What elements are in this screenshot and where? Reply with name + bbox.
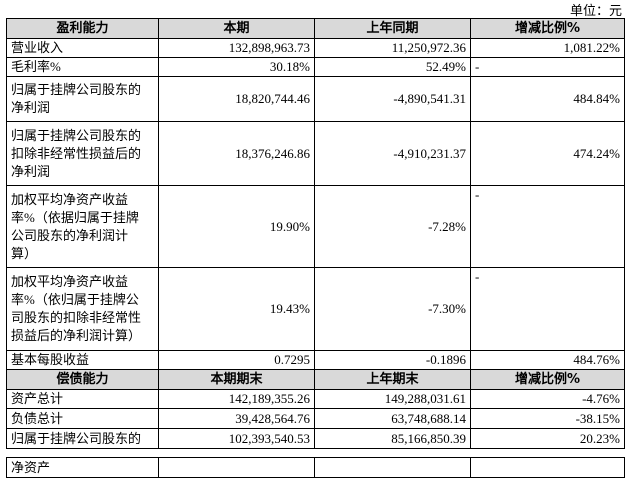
value-cell: -7.30% bbox=[314, 267, 471, 351]
value-cell: 52.49% bbox=[314, 57, 471, 77]
gap-cell bbox=[6, 448, 159, 458]
data-row: 营业收入 132,898,963.73 11,250,972.36 1,081.22% bbox=[6, 38, 625, 58]
label-cell: 营业收入 bbox=[6, 38, 159, 58]
value-cell: 484.84% bbox=[470, 76, 625, 122]
label-line: 归属于挂牌公司股东的 bbox=[11, 127, 142, 143]
label-cell: 毛利率% bbox=[6, 57, 159, 77]
label-line: 净资产 bbox=[11, 459, 51, 475]
unit-label: 单位：元 bbox=[569, 3, 622, 18]
gap-cell bbox=[158, 448, 315, 458]
value-cell: 11,250,972.36 bbox=[314, 38, 471, 58]
header-cell: 本期 bbox=[158, 18, 315, 39]
value-cell: 132,898,963.73 bbox=[158, 38, 315, 58]
value-cell: 18,376,246.86 bbox=[158, 121, 315, 186]
value-cell: 484.76% bbox=[470, 350, 625, 370]
label-line: 归属于挂牌公司股东的 bbox=[11, 430, 142, 446]
data-row: 净资产 bbox=[6, 457, 625, 478]
label-line: 营业收入 bbox=[11, 40, 64, 55]
label-line: 率%（依据归属于挂牌 bbox=[11, 209, 139, 225]
label-cell: 归属于挂牌公司股东的 净利润 bbox=[6, 76, 159, 122]
label-line: 净利润 bbox=[11, 100, 51, 115]
value-cell: 142,189,355.26 bbox=[158, 389, 315, 409]
value-cell bbox=[314, 457, 471, 478]
data-row: 毛利率% 30.18% 52.49% - bbox=[6, 57, 625, 77]
financial-table: 盈利能力 本期 上年同期 增减比例% 营业收入 132,898,963.73 11,250,… bbox=[6, 18, 625, 478]
value-cell: 149,288,031.61 bbox=[314, 389, 471, 409]
label-line: 率%（依归属于挂牌公 bbox=[11, 292, 139, 307]
label-line: 归属于挂牌公司股东的 bbox=[11, 82, 142, 97]
value-cell: - bbox=[470, 185, 625, 268]
value-cell: - bbox=[470, 267, 625, 351]
value-cell: 39,428,564.76 bbox=[158, 408, 315, 429]
table-wrap: 盈利能力 本期 上年同期 增减比例% 营业收入 132,898,963.73 11,250,… bbox=[6, 18, 625, 478]
header-row: 盈利能力 本期 上年同期 增减比例% bbox=[6, 18, 625, 39]
value-cell: 102,393,540.53 bbox=[158, 428, 315, 449]
data-row: 资产总计 142,189,355.26 149,288,031.61 -4.76% bbox=[6, 389, 625, 409]
label-line: 加权平均净资产收益 bbox=[11, 274, 129, 289]
value-cell: -38.15% bbox=[470, 408, 625, 429]
value-cell: 20.23% bbox=[470, 428, 625, 449]
value-cell: -4,890,541.31 bbox=[314, 76, 471, 122]
value-cell: 19.43% bbox=[158, 267, 315, 351]
gap-cell bbox=[314, 448, 471, 458]
label-cell: 负债总计 bbox=[6, 408, 159, 429]
header-row: 偿债能力 本期期末 上年期末 增减比例% bbox=[6, 369, 625, 390]
value-cell: 474.24% bbox=[470, 121, 625, 186]
label-line: 负债总计 bbox=[11, 410, 64, 426]
value-cell: - bbox=[470, 57, 625, 77]
label-cell: 归属于挂牌公司股东的 扣除非经常性损益后的 净利润 bbox=[6, 121, 159, 186]
header-cell: 增减比例% bbox=[470, 18, 625, 39]
label-cell: 资产总计 bbox=[6, 389, 159, 409]
gap-cell bbox=[470, 448, 625, 458]
data-row: 基本每股收益 0.7295 -0.1896 484.76% bbox=[6, 350, 625, 370]
page-gap bbox=[6, 448, 625, 458]
data-row: 归属于挂牌公司股东的 净利润 18,820,744.46 -4,890,541.31 4… bbox=[6, 76, 625, 122]
label-line: 公司股东的净利润计 bbox=[11, 227, 129, 243]
data-row: 归属于挂牌公司股东的 102,393,540.53 85,166,850.39 20.… bbox=[6, 428, 625, 449]
label-line: 损益后的净利润计算） bbox=[11, 328, 142, 343]
value-cell: 0.7295 bbox=[158, 350, 315, 370]
header-cell: 盈利能力 bbox=[6, 18, 159, 39]
value-cell: -7.28% bbox=[314, 185, 471, 268]
header-cell: 偿债能力 bbox=[6, 369, 159, 390]
value-cell: 30.18% bbox=[158, 57, 315, 77]
label-line: 扣除非经常性损益后的 bbox=[11, 145, 142, 161]
label-line: 加权平均净资产收益 bbox=[11, 191, 129, 207]
label-line: 司股东的扣除非经常性 bbox=[11, 310, 142, 325]
value-cell: 63,748,688.14 bbox=[314, 408, 471, 429]
label-cell: 归属于挂牌公司股东的 bbox=[6, 428, 159, 449]
value-cell bbox=[470, 457, 625, 478]
header-cell: 本期期末 bbox=[158, 369, 315, 390]
label-cell: 基本每股收益 bbox=[6, 350, 159, 370]
value-cell bbox=[158, 457, 315, 478]
header-cell: 上年同期 bbox=[314, 18, 471, 39]
label-line: 基本每股收益 bbox=[11, 352, 90, 367]
data-row: 加权平均净资产收益 率%（依归属于挂牌公 司股东的扣除非经常性 损益后的净利润计算） 1… bbox=[6, 267, 625, 351]
label-line: 净利润 bbox=[11, 163, 51, 179]
data-row: 负债总计 39,428,564.76 63,748,688.14 -38.15% bbox=[6, 408, 625, 429]
header-cell: 增减比例% bbox=[470, 369, 625, 390]
value-cell: 19.90% bbox=[158, 185, 315, 268]
value-cell: 18,820,744.46 bbox=[158, 76, 315, 122]
label-line: 资产总计 bbox=[11, 391, 64, 406]
value-cell: 85,166,850.39 bbox=[314, 428, 471, 449]
data-row: 归属于挂牌公司股东的 扣除非经常性损益后的 净利润 18,376,246.86 -4,9… bbox=[6, 121, 625, 186]
label-cell: 加权平均净资产收益 率%（依归属于挂牌公 司股东的扣除非经常性 损益后的净利润计算） bbox=[6, 267, 159, 351]
value-cell: -4,910,231.37 bbox=[314, 121, 471, 186]
header-cell: 上年期末 bbox=[314, 369, 471, 390]
data-row: 加权平均净资产收益 率%（依据归属于挂牌 公司股东的净利润计 算） 19.90% -7.2… bbox=[6, 185, 625, 268]
value-cell: 1,081.22% bbox=[470, 38, 625, 58]
value-cell: -0.1896 bbox=[314, 350, 471, 370]
label-cell: 加权平均净资产收益 率%（依据归属于挂牌 公司股东的净利润计 算） bbox=[6, 185, 159, 268]
label-cell: 净资产 bbox=[6, 457, 159, 478]
value-cell: -4.76% bbox=[470, 389, 625, 409]
label-line: 毛利率% bbox=[11, 59, 61, 74]
label-line: 算） bbox=[11, 245, 38, 261]
